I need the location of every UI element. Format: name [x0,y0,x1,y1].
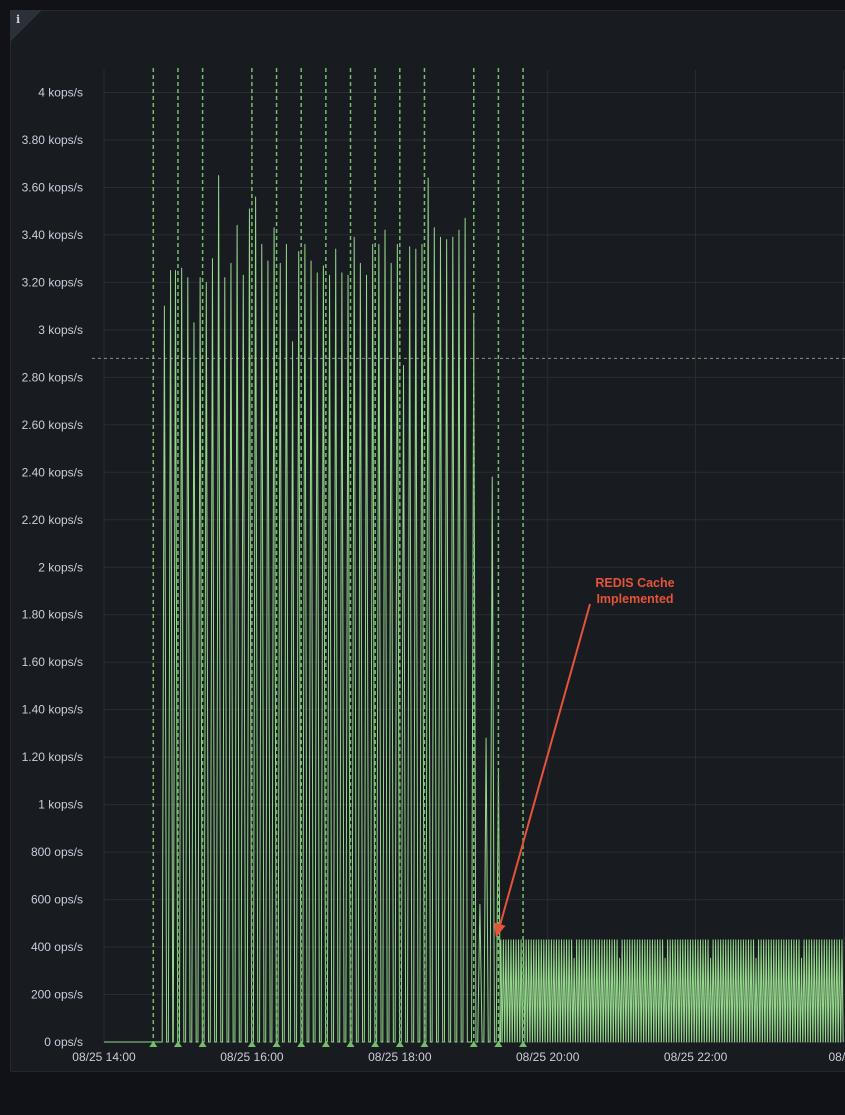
x-axis: 08/25 14:00 08/25 16:00 08/25 18:00 08/25 2… [72,1050,845,1064]
event-marker-triangle [198,1041,207,1047]
y-tick-label: 3.80 kops/s [22,133,83,147]
x-tick-label: 08/25 20:00 [516,1050,580,1064]
y-axis: 4 kops/s 3.80 kops/s 3.60 kops/s 3.40 kops/… [22,86,83,1050]
x-tick-label: 08/25 22:00 [664,1050,728,1064]
event-markers-layer [149,68,528,1047]
info-icon[interactable]: i [16,13,21,26]
y-tick-label: 800 ops/s [31,845,83,859]
x-tick-label: 08/26 [828,1050,845,1064]
event-marker-triangle [272,1041,281,1047]
y-tick-label: 2.60 kops/s [22,418,83,432]
event-marker-triangle [494,1041,503,1047]
y-tick-label: 3.60 kops/s [22,180,83,194]
y-tick-label: 2.40 kops/s [22,465,83,479]
annotation-arrow [498,603,591,926]
series-layer [104,175,844,1043]
y-tick-label: 4 kops/s [38,86,83,100]
y-tick-label: 3.40 kops/s [22,228,83,242]
y-tick-label: 2.20 kops/s [22,513,83,527]
y-tick-label: 1.40 kops/s [22,703,83,717]
y-tick-label: 1.60 kops/s [22,655,83,669]
event-marker-triangle [371,1041,380,1047]
event-marker-triangle [247,1041,256,1047]
annotation-arrowhead [493,922,506,938]
event-marker-triangle [395,1041,404,1047]
series-line [104,175,844,1043]
panel-info-corner[interactable] [10,10,42,42]
annotation-text-line1: REDIS Cache [595,576,674,590]
event-marker-triangle [297,1041,306,1047]
y-tick-label: 1.80 kops/s [22,608,83,622]
event-marker-triangle [149,1041,158,1047]
y-tick-label: 600 ops/s [31,893,83,907]
event-marker-triangle [321,1041,330,1047]
y-tick-label: 400 ops/s [31,940,83,954]
annotation-layer: REDIS Cache Implemented [493,576,675,938]
x-tick-label: 08/25 16:00 [220,1050,284,1064]
y-tick-label: 1 kops/s [38,798,83,812]
annotation-text-line2: Implemented [596,592,673,606]
event-marker-triangle [469,1041,478,1047]
event-marker-triangle [519,1041,528,1047]
y-tick-label: 3 kops/s [38,323,83,337]
event-marker-triangle [173,1041,182,1047]
event-marker-triangle [346,1041,355,1047]
x-tick-label: 08/25 14:00 [72,1050,136,1064]
event-marker-triangle [420,1041,429,1047]
y-tick-label: 2.80 kops/s [22,370,83,384]
x-tick-label: 08/25 18:00 [368,1050,432,1064]
y-tick-label: 2 kops/s [38,560,83,574]
y-tick-label: 1.20 kops/s [22,750,83,764]
y-tick-label: 200 ops/s [31,988,83,1002]
y-tick-label: 3.20 kops/s [22,275,83,289]
y-tick-label: 0 ops/s [44,1035,83,1049]
